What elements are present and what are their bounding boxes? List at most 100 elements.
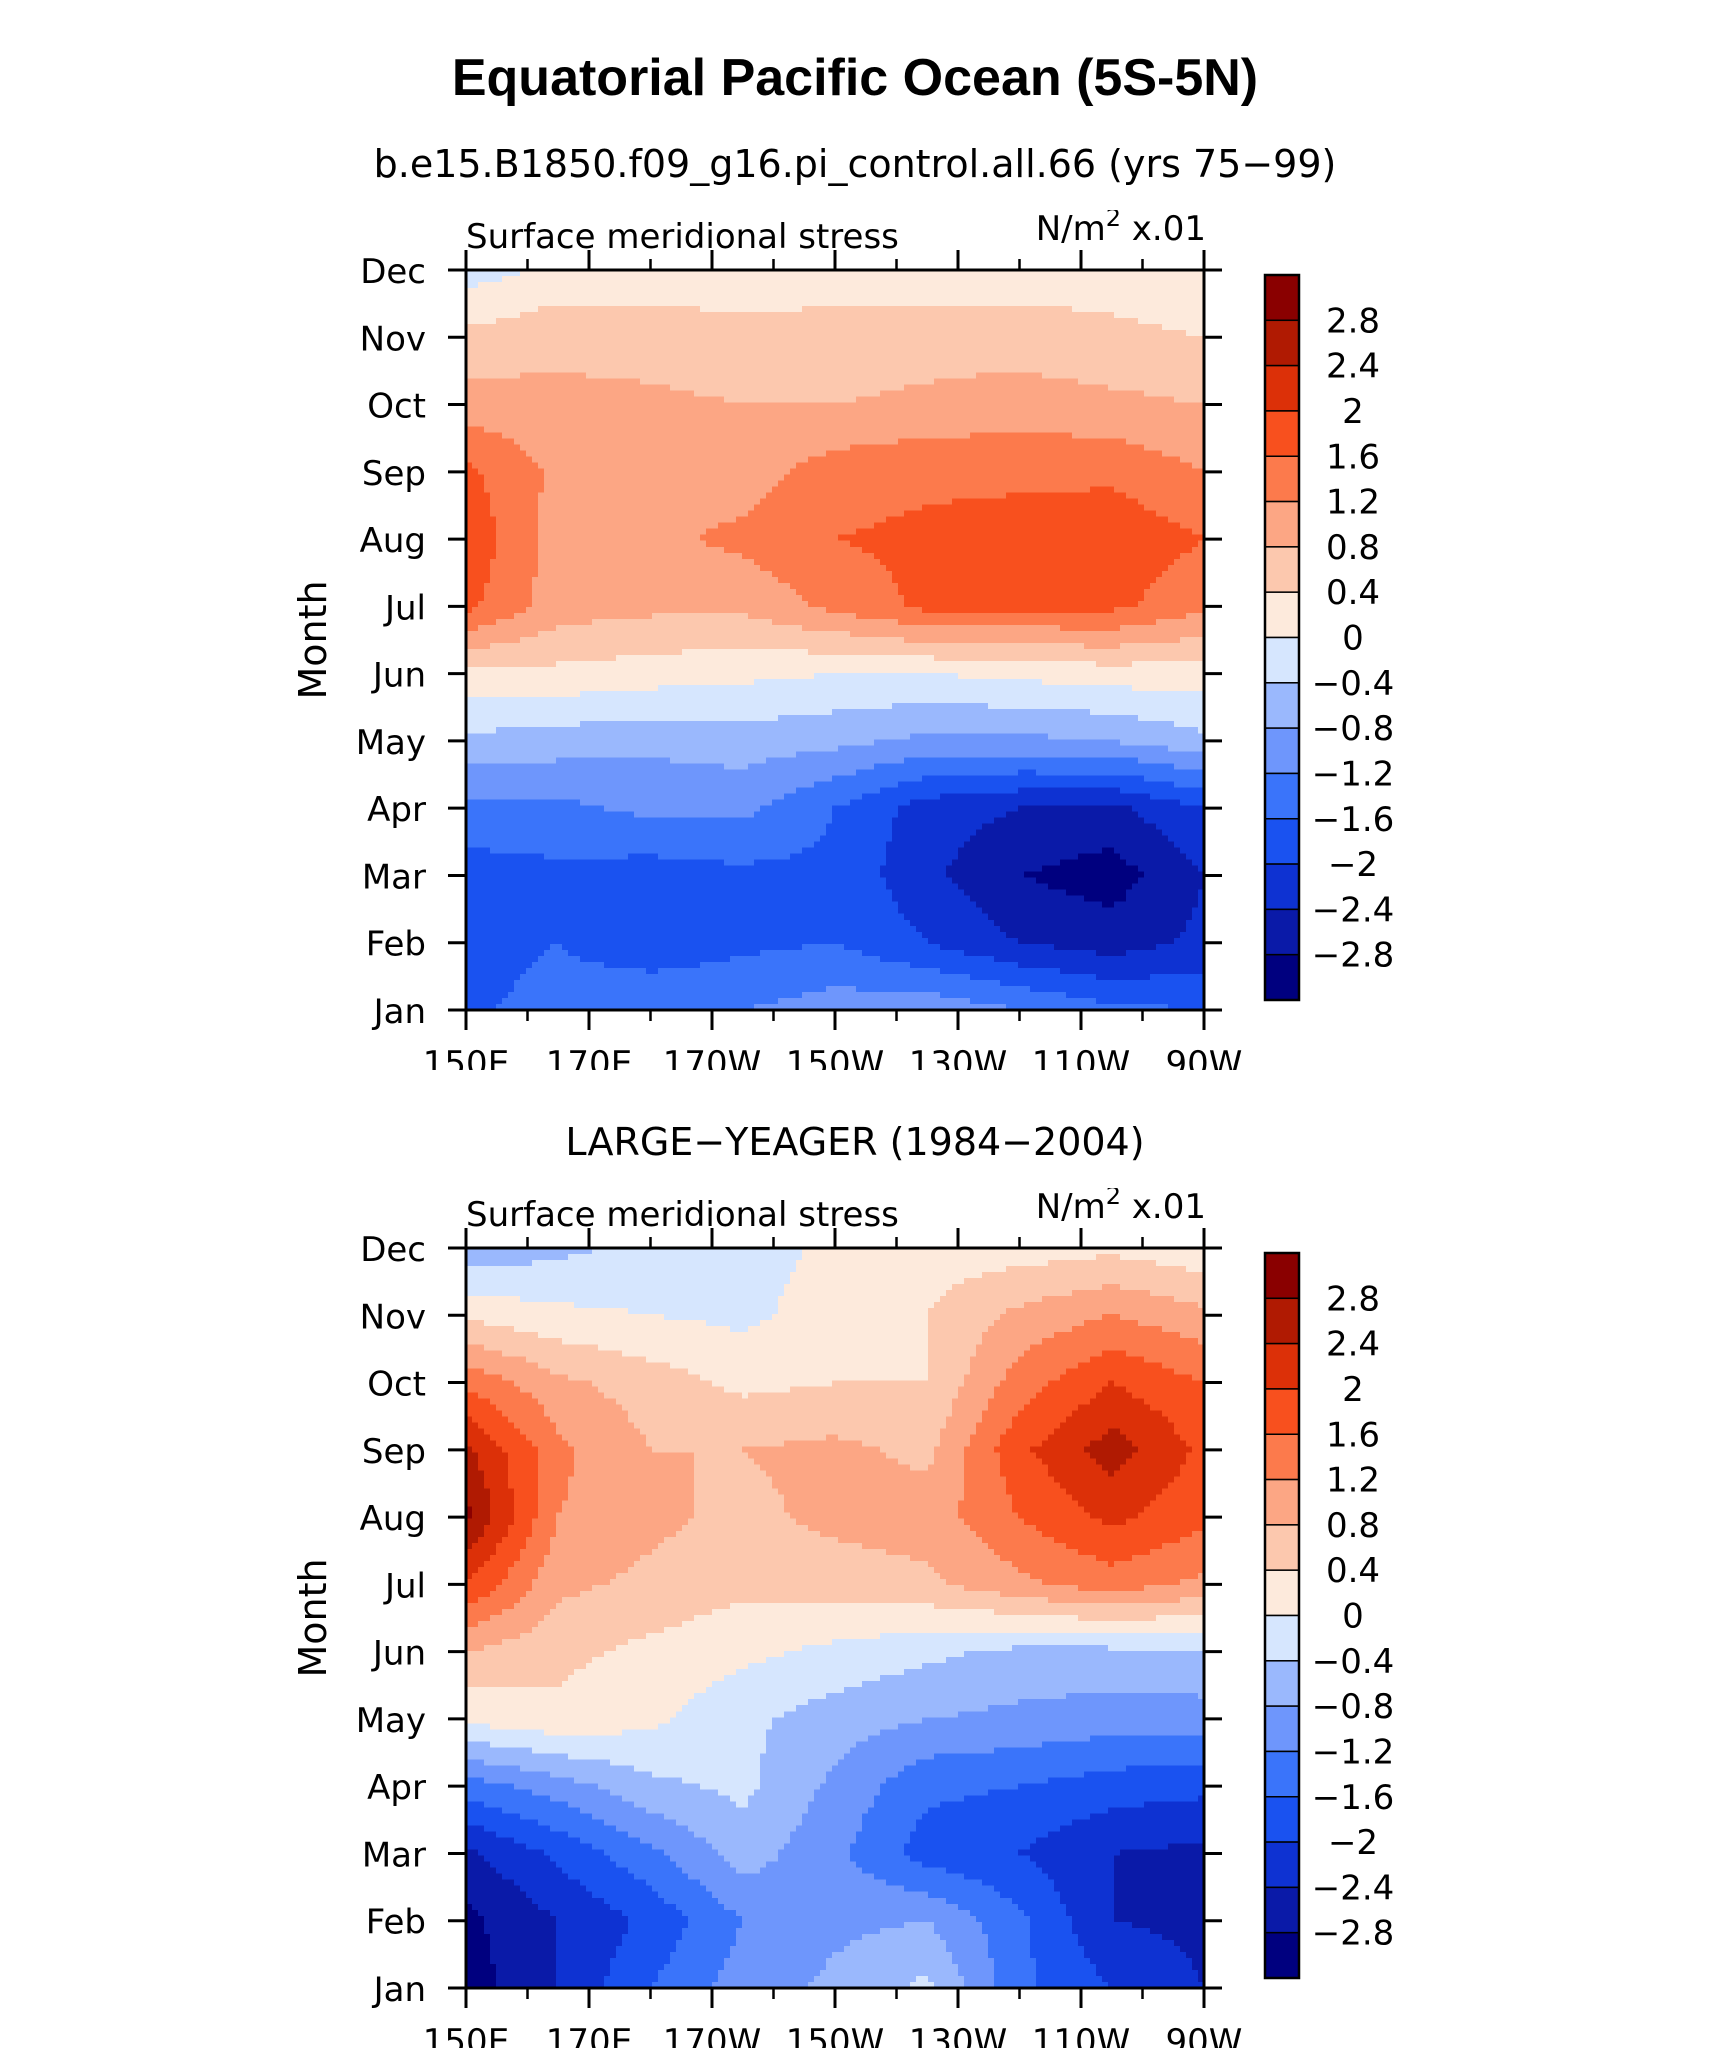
y-axis-label: Month xyxy=(291,580,335,699)
longitude-tick-label: 150W xyxy=(786,2022,885,2048)
colorbar-swatch xyxy=(1264,682,1300,729)
month-tick-label: Sep xyxy=(362,1432,426,1472)
colorbar: 2.8 2.4 2 1.6 1.2 0.8 0.4 0 −0.4 −0.8 −1.2 −1.6 −2 −2… xyxy=(1263,1251,1395,1980)
longitude-tick-label: 90W xyxy=(1166,2022,1243,2048)
month-tick-label: Feb xyxy=(366,925,426,965)
month-tick-label: Nov xyxy=(360,1297,426,1337)
month-tick-label: Jul xyxy=(383,588,426,628)
colorbar-label: 0.4 xyxy=(1326,573,1380,613)
units-label: N/m2 x.01 xyxy=(1036,1188,1206,1227)
colorbar-swatch xyxy=(1264,274,1300,322)
colorbar-swatch xyxy=(1264,364,1300,412)
month-tick-label: Dec xyxy=(360,252,426,292)
month-tick-label: Jan xyxy=(372,1970,426,2010)
colorbar-label: 2.4 xyxy=(1326,1325,1380,1365)
colorbar-label: 0.8 xyxy=(1326,528,1380,568)
colorbar-label: −0.8 xyxy=(1312,709,1395,749)
month-tick-label: Dec xyxy=(360,1230,426,1270)
y-axis-label: Month xyxy=(291,1558,335,1677)
colorbar-label: −1.2 xyxy=(1312,1732,1395,1772)
colorbar-swatch xyxy=(1264,908,1300,956)
colorbar-label: 2 xyxy=(1342,1370,1364,1410)
colorbar-label: 2.4 xyxy=(1326,347,1380,387)
colorbar-label: −2.8 xyxy=(1312,1914,1395,1954)
colorbar-label: −1.2 xyxy=(1312,754,1395,794)
colorbar-swatch xyxy=(1264,953,1300,1001)
colorbar-swatch xyxy=(1264,1796,1300,1843)
month-tick-label: Sep xyxy=(362,454,426,494)
colorbar-swatch xyxy=(1264,591,1300,639)
contour-fill xyxy=(466,270,1205,1011)
colorbar-swatch xyxy=(1264,319,1300,367)
colorbar-swatch xyxy=(1264,1931,1300,1979)
case-title: b.e15.B1850.f09_g16.pi_control.all.66 (y… xyxy=(0,142,1710,186)
contour-fill xyxy=(466,1248,1205,1989)
colorbar-swatch xyxy=(1264,727,1300,775)
colorbar-swatch xyxy=(1264,455,1300,503)
month-tick-label: Apr xyxy=(367,790,426,830)
month-tick-label: Mar xyxy=(362,1835,426,1875)
longitude-tick-label: 170E xyxy=(546,2022,632,2048)
colorbar-label: −1.6 xyxy=(1312,1778,1395,1818)
colorbar-swatch xyxy=(1264,1660,1300,1707)
colorbar-label: −0.8 xyxy=(1312,1687,1395,1727)
colorbar-label: −0.4 xyxy=(1312,1642,1395,1682)
colorbar-label: 2 xyxy=(1342,392,1364,432)
colorbar-label: −0.4 xyxy=(1312,664,1395,704)
colorbar-label: 0 xyxy=(1342,1597,1364,1637)
colorbar-label: −1.6 xyxy=(1312,800,1395,840)
month-tick-label: Aug xyxy=(360,521,426,561)
colorbar-swatch xyxy=(1264,1705,1300,1753)
longitude-tick-label: 170W xyxy=(663,2022,762,2048)
longitude-tick-label: 90W xyxy=(1166,1044,1243,1070)
month-tick-label: Jun xyxy=(371,656,426,696)
colorbar-swatch xyxy=(1264,636,1300,684)
colorbar-swatch xyxy=(1264,410,1300,457)
colorbar-swatch xyxy=(1264,1841,1300,1889)
main-title: Equatorial Pacific Ocean (5S-5N) xyxy=(0,48,1710,108)
colorbar-swatch xyxy=(1264,1750,1300,1798)
longitude-tick-label: 130W xyxy=(909,1044,1008,1070)
obs-stress-panel: Jan Feb Mar Apr May Jun Jul Aug Sep Oct Nov Dec 150E… xyxy=(291,1188,1395,2048)
colorbar-swatch xyxy=(1264,772,1300,820)
colorbar: 2.8 2.4 2 1.6 1.2 0.8 0.4 0 −0.4 −0.8 −1.2 −1.6 −2 −2… xyxy=(1263,273,1395,1002)
colorbar-label: 2.8 xyxy=(1326,1279,1380,1319)
colorbar-label: −2 xyxy=(1328,845,1378,885)
month-tick-label: Jan xyxy=(372,992,426,1032)
colorbar-swatch xyxy=(1264,1252,1300,1300)
colorbar-swatch xyxy=(1264,1614,1300,1662)
units-label: N/m2 x.01 xyxy=(1036,210,1206,249)
colorbar-label: 2.8 xyxy=(1326,301,1380,341)
month-tick-label: Oct xyxy=(367,1365,426,1405)
model-stress-panel: Jan Feb Mar Apr May Jun Jul Aug Sep Oct Nov Dec 150E… xyxy=(291,210,1395,1070)
colorbar-swatch xyxy=(1264,863,1300,911)
colorbar-label: 1.6 xyxy=(1326,437,1380,477)
colorbar-swatch xyxy=(1264,1388,1300,1435)
colorbar-swatch xyxy=(1264,1433,1300,1481)
month-tick-label: Aug xyxy=(360,1499,426,1539)
longitude-tick-label: 170W xyxy=(663,1044,762,1070)
longitude-tick-label: 170E xyxy=(546,1044,632,1070)
longitude-tick-label: 110W xyxy=(1032,2022,1131,2048)
month-tick-label: Apr xyxy=(367,1768,426,1808)
longitude-tick-label: 150W xyxy=(786,1044,885,1070)
longitude-tick-label: 130W xyxy=(909,2022,1008,2048)
colorbar-swatch xyxy=(1264,500,1300,548)
colorbar-label: −2 xyxy=(1328,1823,1378,1863)
month-tick-label: Nov xyxy=(360,319,426,359)
colorbar-label: 1.2 xyxy=(1326,1461,1380,1501)
colorbar-label: 1.2 xyxy=(1326,483,1380,523)
month-tick-label: Oct xyxy=(367,387,426,427)
colorbar-label: 0 xyxy=(1342,619,1364,659)
month-tick-label: Mar xyxy=(362,857,426,897)
variable-label: Surface meridional stress xyxy=(466,1195,899,1235)
colorbar-swatch xyxy=(1264,1569,1300,1617)
month-tick-label: May xyxy=(356,1701,426,1741)
month-tick-label: Jun xyxy=(371,1634,426,1674)
colorbar-label: −2.4 xyxy=(1312,1868,1395,1908)
colorbar-label: 1.6 xyxy=(1326,1415,1380,1455)
month-tick-label: May xyxy=(356,723,426,763)
colorbar-swatch xyxy=(1264,818,1300,865)
colorbar-label: 0.8 xyxy=(1326,1506,1380,1546)
longitude-tick-label: 110W xyxy=(1032,1044,1131,1070)
